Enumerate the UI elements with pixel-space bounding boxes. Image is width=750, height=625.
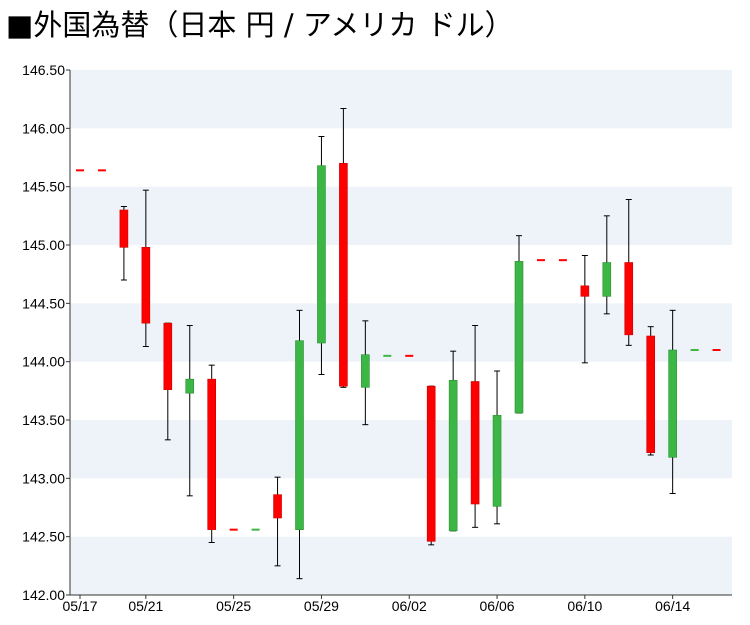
candle-06-07: [514, 235, 524, 414]
candle-body: [317, 165, 326, 344]
candle-body: [426, 385, 436, 542]
candle-body: [163, 322, 173, 390]
y-tick-label: 144.50: [22, 295, 65, 311]
x-tick-label: 06/10: [567, 598, 602, 614]
candle-body: [295, 340, 304, 530]
axes-layer: 142.00 142.50 143.00 143.50 144.00 144.50 145.…: [22, 62, 732, 614]
y-tick-label: 146.00: [22, 120, 65, 136]
candle-body: [580, 285, 590, 297]
candle-05-30: [339, 108, 348, 388]
candle-05-21: [141, 189, 151, 347]
candle-06-14: [668, 309, 677, 494]
candle-05-29: [317, 136, 326, 375]
candle-body: [119, 209, 129, 248]
candle-body: [185, 378, 195, 394]
candle-06-03: [426, 385, 436, 546]
candle-body: [470, 381, 480, 505]
y-tick-label: 142.00: [22, 587, 65, 603]
y-tick-label: 145.50: [22, 179, 65, 195]
x-tick-label: 06/06: [480, 598, 515, 614]
chart-title: ■外国為替（日本 円 / アメリカ ドル）: [6, 8, 514, 42]
candle-05-23: [185, 325, 195, 497]
candle-body: [273, 494, 282, 519]
candle-body: [361, 354, 370, 388]
candle-05-24: [207, 364, 216, 543]
grid-band: [70, 186, 732, 245]
candle-body: [602, 262, 612, 297]
candle-06-04: [448, 350, 458, 532]
candle-body: [207, 378, 216, 530]
x-tick-label: 05/25: [216, 598, 251, 614]
grid-band: [70, 70, 732, 129]
y-tick-label: 146.50: [22, 62, 65, 78]
grid-band: [70, 420, 732, 479]
x-tick-label: 06/14: [655, 598, 690, 614]
candle-05-22: [163, 322, 173, 441]
candle-body: [339, 163, 348, 387]
candle-body: [646, 335, 656, 453]
y-tick-label: 143.50: [22, 412, 65, 428]
candle-body: [668, 349, 677, 458]
candle-06-13: [646, 326, 656, 456]
x-tick-label: 06/02: [392, 598, 427, 614]
candle-06-11: [602, 215, 612, 315]
y-tick-label: 143.00: [22, 470, 65, 486]
candle-body: [448, 380, 458, 532]
candle-body: [492, 415, 502, 507]
candles-layer: [76, 108, 721, 580]
candle-body: [624, 262, 634, 336]
x-tick-label: 05/21: [128, 598, 163, 614]
candle-06-06: [492, 370, 502, 525]
grid-band: [70, 303, 732, 362]
candle-05-31: [361, 320, 370, 426]
candle-06-10: [580, 255, 590, 364]
candle-06-05: [470, 325, 480, 528]
candle-05-28: [295, 309, 304, 580]
x-tick-label: 05/17: [62, 598, 97, 614]
candle-05-27: [273, 476, 282, 567]
y-tick-label: 144.00: [22, 354, 65, 370]
x-tick-label: 05/29: [304, 598, 339, 614]
candle-body: [514, 261, 524, 414]
candle-body: [141, 247, 151, 324]
y-tick-label: 145.00: [22, 237, 65, 253]
grid-bands: [70, 70, 732, 595]
candle-05-20: [119, 206, 129, 281]
grid-band: [70, 536, 732, 595]
y-tick-label: 142.50: [22, 529, 65, 545]
candle-06-12: [624, 199, 634, 346]
